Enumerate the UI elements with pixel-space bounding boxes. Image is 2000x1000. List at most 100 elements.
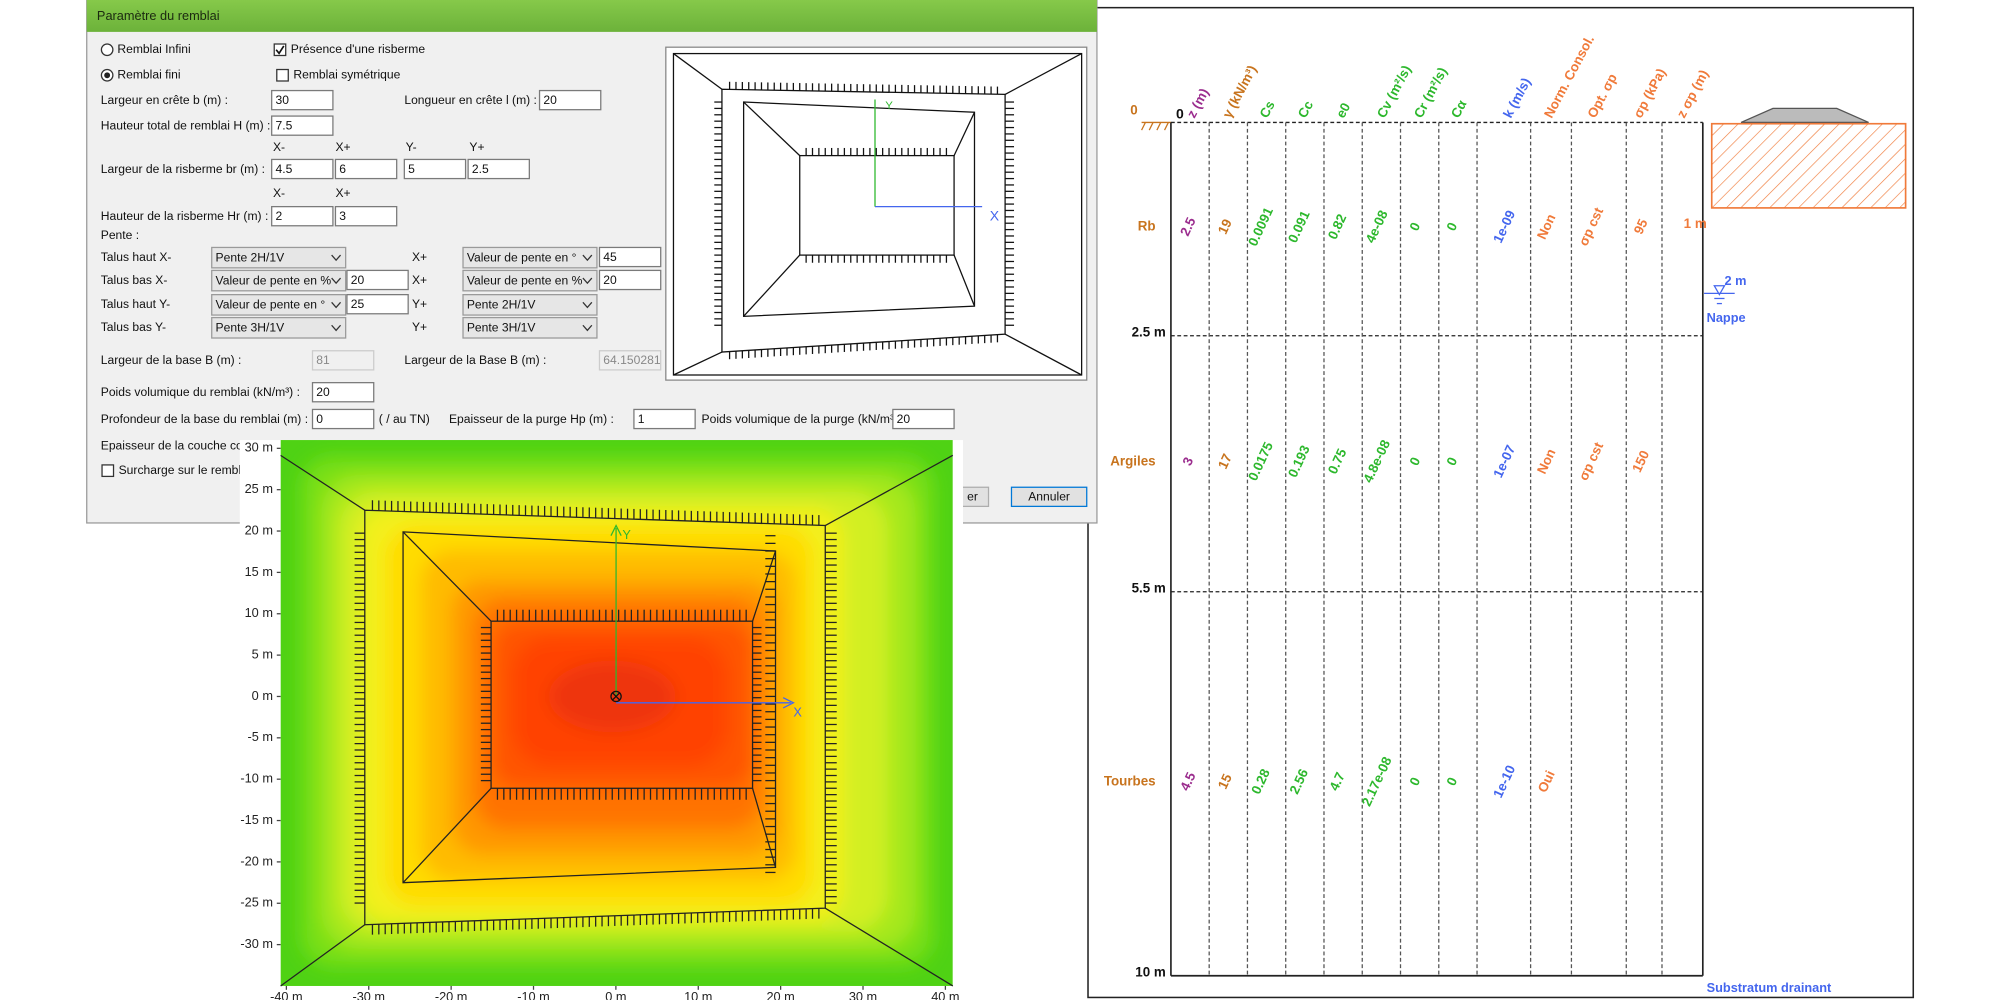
text-input[interactable]	[633, 408, 696, 430]
text-input[interactable]	[271, 115, 334, 136]
dropdown-value[interactable]: Pente 3H/1V	[467, 321, 537, 335]
input-value[interactable]: 20	[316, 385, 330, 399]
text-input[interactable]	[311, 382, 375, 403]
column-header: e0	[1333, 100, 1353, 120]
input-value[interactable]: 3	[339, 209, 346, 223]
dropdown[interactable]	[211, 316, 347, 339]
input-value[interactable]: 1	[638, 412, 645, 426]
y-tick-label: -30 m	[240, 936, 273, 951]
y-tick-label: -5 m	[247, 729, 273, 744]
input-value[interactable]: 20	[543, 93, 557, 107]
dropdown[interactable]	[211, 246, 347, 269]
y-tick-label: 25 m	[245, 481, 273, 496]
text-input[interactable]	[538, 89, 602, 111]
text-input[interactable]	[346, 294, 409, 315]
input-value[interactable]: 4.5	[276, 162, 293, 176]
dropdown-value[interactable]: Pente 2H/1V	[216, 250, 286, 264]
profile-panel: 02.5 m5.5 m10 m0 z (m) γ (kN/m³)Cs Cc e0 Cv (…	[1087, 6, 1915, 999]
column-header: Cs	[1257, 98, 1278, 120]
text-input[interactable]	[403, 158, 467, 180]
x-tick-label: -40 m	[270, 989, 303, 1000]
text-input[interactable]	[892, 408, 955, 430]
dropdown-arrow	[582, 277, 593, 285]
column-header: Cc	[1295, 98, 1317, 121]
input-value[interactable]: 0	[316, 412, 323, 426]
button-label[interactable]: Annuler	[1028, 490, 1070, 504]
x-tick-label: -10 m	[517, 989, 550, 1000]
x-tick-label: 10 m	[684, 989, 712, 1000]
input-value[interactable]: 7.5	[276, 118, 293, 132]
y-tick-label: 0 m	[252, 688, 273, 703]
dropdown[interactable]	[462, 316, 598, 339]
dropdown-value[interactable]: Valeur de pente en %	[467, 273, 583, 287]
dropdown[interactable]	[462, 269, 598, 292]
depth-label: 10 m	[1135, 965, 1166, 980]
dropdown-value[interactable]: Valeur de pente en °	[216, 298, 326, 312]
dropdown[interactable]	[211, 294, 347, 316]
checkbox[interactable]	[276, 68, 289, 82]
y-tick-label: 15 m	[245, 564, 273, 579]
radio-dot	[104, 72, 111, 79]
embankment-sketch	[1740, 107, 1869, 124]
dropdown-arrow	[582, 324, 593, 332]
input-value[interactable]: 2.5	[472, 162, 489, 176]
layer-value: 4.7	[1326, 770, 1347, 793]
radio-label[interactable]: Remblai Infini	[117, 42, 190, 56]
text-input[interactable]	[271, 205, 334, 227]
button-label[interactable]: er	[967, 490, 978, 504]
text-input	[598, 350, 662, 371]
input-value[interactable]: 20	[897, 412, 911, 426]
dropdown[interactable]	[462, 246, 598, 269]
text-input[interactable]	[598, 269, 662, 291]
dropdown[interactable]	[462, 294, 598, 316]
depth-label: 2.5 m	[1132, 325, 1166, 340]
text-input[interactable]	[346, 269, 409, 291]
input-value[interactable]: 5	[408, 162, 415, 176]
input-value[interactable]: 6	[339, 162, 346, 176]
checkbox-label[interactable]: Remblai symétrique	[293, 67, 400, 81]
field-label: Talus bas Y-	[101, 320, 166, 334]
field-label: ( / au TN)	[379, 412, 430, 426]
text-input[interactable]	[311, 408, 375, 430]
input-value[interactable]: 45	[603, 250, 617, 264]
dropdown-arrow	[331, 301, 342, 309]
input-value[interactable]: 2	[276, 209, 283, 223]
radio-label[interactable]: Remblai fini	[117, 67, 180, 81]
dropdown-value[interactable]: Valeur de pente en °	[467, 250, 577, 264]
layer-name: Rb	[1138, 219, 1156, 234]
checkbox[interactable]	[273, 43, 287, 57]
dropdown[interactable]	[211, 269, 347, 292]
x-tick-label: -20 m	[435, 989, 468, 1000]
checkbox-label[interactable]: Présence d'une risberme	[291, 42, 426, 56]
radio-button[interactable]	[100, 43, 114, 57]
text-input[interactable]	[334, 205, 398, 227]
dropdown-value[interactable]: Pente 3H/1V	[216, 321, 286, 335]
layer-name: Argiles	[1110, 453, 1155, 468]
input-value[interactable]: 20	[603, 273, 617, 287]
dropdown-arrow	[582, 254, 593, 262]
text-input[interactable]	[271, 89, 334, 111]
input-value[interactable]: 25	[351, 297, 365, 311]
dropdown-value[interactable]: Valeur de pente en %	[216, 273, 332, 287]
field-label: Longueur en crête l (m) :	[404, 93, 537, 107]
checkbox[interactable]	[101, 464, 115, 478]
dropdown-value[interactable]: Pente 2H/1V	[467, 298, 537, 312]
checkbox-label[interactable]: Surcharge sur le remblai (	[119, 463, 258, 477]
input-value[interactable]: 30	[276, 93, 290, 107]
field-label: X+	[335, 186, 350, 200]
text-input[interactable]	[598, 246, 662, 268]
field-label: Epaisseur de la purge Hp (m) :	[449, 412, 614, 426]
water-label: Nappe	[1707, 310, 1746, 325]
layer-value: 1 m	[1684, 216, 1707, 231]
button[interactable]	[1010, 486, 1088, 508]
input-value[interactable]: 20	[351, 273, 365, 287]
input-value: 81	[316, 353, 330, 367]
field-label: Largeur de la risberme br (m) :	[101, 162, 265, 176]
y-tick-label: -10 m	[240, 771, 273, 786]
text-input[interactable]	[271, 158, 334, 180]
text-input[interactable]	[334, 158, 398, 180]
field-label: Profondeur de la base du remblai (m) :	[101, 412, 308, 426]
text-input[interactable]	[467, 158, 530, 180]
